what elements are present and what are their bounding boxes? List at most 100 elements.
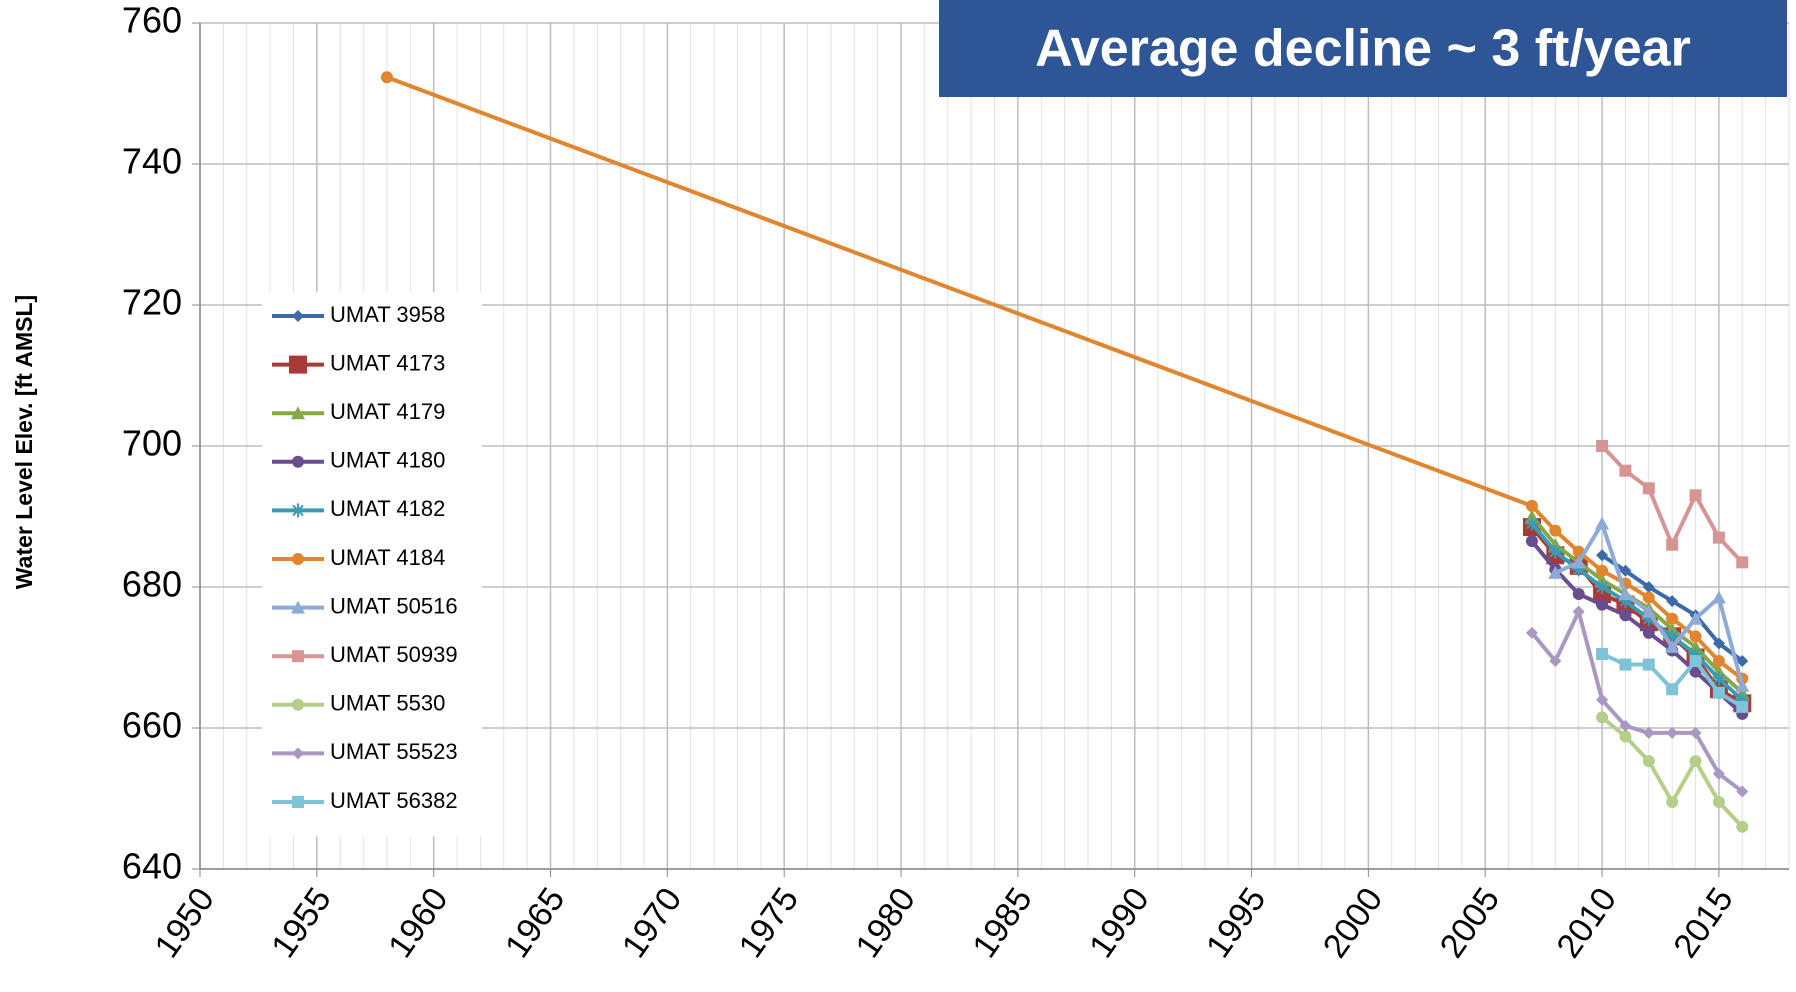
marker bbox=[1666, 595, 1679, 608]
y-tick-label: 760 bbox=[122, 0, 182, 41]
x-tick-label: 1995 bbox=[1199, 881, 1274, 965]
marker bbox=[1618, 587, 1633, 601]
marker bbox=[1642, 626, 1655, 639]
marker bbox=[1712, 767, 1725, 780]
legend-label: UMAT 4173 bbox=[330, 350, 445, 375]
marker bbox=[1688, 611, 1703, 625]
marker bbox=[1666, 796, 1679, 809]
marker bbox=[292, 310, 304, 322]
marker bbox=[1736, 655, 1749, 668]
marker bbox=[1641, 604, 1656, 618]
legend-label: UMAT 4180 bbox=[330, 448, 445, 473]
marker bbox=[1619, 609, 1632, 622]
legend-label: UMAT 5530 bbox=[330, 691, 445, 716]
marker bbox=[1666, 726, 1679, 739]
marker bbox=[1571, 562, 1586, 577]
marker bbox=[1525, 626, 1538, 639]
legend: UMAT 3958 UMAT 4173 UMAT 4179 UMAT 4180 UMAT… bbox=[262, 292, 482, 837]
marker bbox=[1596, 647, 1609, 660]
x-tick-label: 2015 bbox=[1666, 881, 1741, 965]
marker bbox=[1548, 544, 1563, 559]
marker bbox=[1549, 655, 1562, 668]
marker bbox=[1642, 581, 1655, 593]
x-tick-label: 1960 bbox=[381, 881, 456, 965]
y-tick-label: 660 bbox=[122, 705, 182, 746]
x-tick-label: 1975 bbox=[732, 881, 807, 965]
marker bbox=[1596, 564, 1609, 577]
legend-label: UMAT 4182 bbox=[330, 496, 445, 521]
marker bbox=[1665, 639, 1680, 653]
marker bbox=[1642, 726, 1655, 739]
legend-label: UMAT 4184 bbox=[330, 545, 445, 570]
marker bbox=[1595, 516, 1610, 530]
x-tick-label: 1990 bbox=[1082, 881, 1157, 965]
marker bbox=[1619, 730, 1632, 743]
marker bbox=[292, 796, 304, 808]
marker bbox=[1689, 655, 1702, 668]
marker bbox=[289, 355, 307, 374]
marker bbox=[1736, 556, 1749, 569]
marker bbox=[1735, 692, 1750, 707]
legend-label: UMAT 55523 bbox=[330, 739, 458, 764]
marker bbox=[1642, 658, 1655, 671]
marker bbox=[1711, 671, 1726, 686]
marker bbox=[291, 406, 305, 420]
marker bbox=[1712, 686, 1725, 699]
marker bbox=[292, 650, 304, 663]
marker bbox=[292, 553, 304, 565]
y-tick-label: 700 bbox=[122, 423, 182, 464]
legend-label: UMAT 3958 bbox=[330, 302, 445, 327]
marker bbox=[1596, 693, 1609, 706]
marker bbox=[1642, 591, 1655, 604]
marker bbox=[1596, 711, 1609, 724]
x-tick-label: 1970 bbox=[615, 881, 690, 965]
marker bbox=[1712, 637, 1725, 650]
marker bbox=[1689, 630, 1702, 643]
x-tick-label: 1965 bbox=[498, 881, 573, 965]
marker bbox=[1619, 719, 1632, 732]
marker bbox=[1735, 678, 1750, 692]
marker bbox=[1689, 726, 1702, 739]
marker bbox=[1619, 564, 1632, 577]
marker bbox=[1736, 785, 1749, 798]
x-tick-label: 2010 bbox=[1549, 881, 1624, 965]
marker bbox=[1642, 482, 1655, 495]
legend-label: UMAT 56382 bbox=[330, 788, 458, 813]
marker bbox=[1736, 820, 1749, 833]
marker bbox=[1595, 580, 1610, 594]
annotation-box bbox=[939, 0, 1787, 97]
marker bbox=[1549, 524, 1562, 537]
marker bbox=[1571, 555, 1586, 569]
marker bbox=[1524, 516, 1539, 531]
marker bbox=[1666, 538, 1679, 551]
marker bbox=[1618, 594, 1633, 609]
x-tick-label: 1985 bbox=[965, 881, 1040, 965]
marker bbox=[1689, 665, 1702, 678]
marker bbox=[1666, 612, 1679, 625]
legend-label: UMAT 50516 bbox=[330, 593, 458, 618]
marker bbox=[1642, 755, 1655, 768]
y-tick-label: 740 bbox=[122, 141, 182, 182]
marker bbox=[1596, 549, 1609, 562]
marker bbox=[1712, 796, 1725, 809]
marker bbox=[1525, 535, 1538, 548]
marker bbox=[1712, 655, 1725, 668]
marker bbox=[1596, 440, 1609, 452]
y-tick-label: 720 bbox=[122, 282, 182, 323]
marker bbox=[291, 600, 305, 614]
x-tick-label: 2005 bbox=[1433, 881, 1508, 965]
marker bbox=[1596, 598, 1609, 611]
annotation: Average decline ~ 3 ft/year bbox=[1035, 20, 1691, 78]
marker bbox=[1572, 605, 1585, 618]
marker bbox=[1688, 646, 1703, 661]
y-axis-label: Water Level Elev. [ft AMSL] bbox=[11, 295, 37, 589]
marker bbox=[1641, 611, 1656, 626]
x-tick-label: 2000 bbox=[1316, 881, 1391, 965]
marker bbox=[1736, 700, 1749, 713]
series-line bbox=[1530, 539, 1744, 716]
marker bbox=[292, 455, 304, 468]
y-tick-label: 680 bbox=[122, 564, 182, 605]
marker bbox=[1666, 683, 1679, 696]
y-tick-label: 640 bbox=[122, 846, 182, 887]
